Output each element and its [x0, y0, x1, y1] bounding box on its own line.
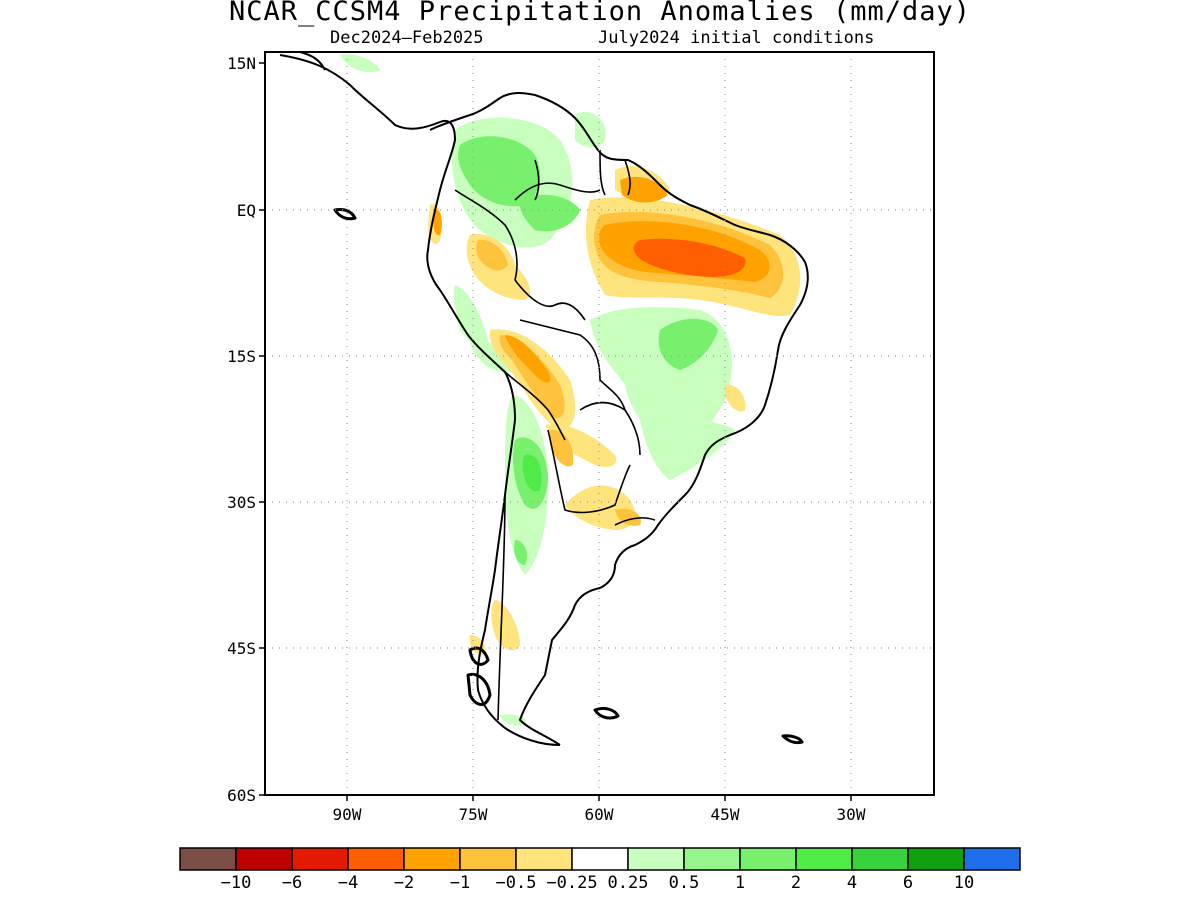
- colorbar-label: 4: [847, 873, 857, 893]
- colorbar-label: −0.25: [546, 873, 597, 893]
- colorbar-label: 6: [903, 873, 913, 893]
- colorbar-label: −10: [221, 873, 252, 893]
- colorbar-label: −6: [282, 873, 302, 893]
- colorbar-label: 10: [954, 873, 974, 893]
- lon-label: 45W: [711, 805, 740, 824]
- anomaly-field: [340, 54, 801, 726]
- colorbar-label: −1: [450, 873, 470, 893]
- country-borders: [454, 149, 656, 721]
- colorbar-swatch: [963, 847, 1021, 871]
- colorbar-swatch: [907, 847, 965, 871]
- lon-label: 60W: [585, 805, 614, 824]
- lat-label: EQ: [237, 201, 256, 220]
- colorbar-swatch: [683, 847, 741, 871]
- lon-label: 90W: [333, 805, 362, 824]
- colorbar-label: −2: [394, 873, 414, 893]
- colorbar-swatch: [851, 847, 909, 871]
- colorbar-label: 0.5: [669, 873, 700, 893]
- lon-label: 30W: [837, 805, 866, 824]
- colorbar-swatch: [291, 847, 349, 871]
- lat-label: 30S: [227, 493, 256, 512]
- colorbar-swatch: [235, 847, 293, 871]
- longitude-labels: 90W 75W 60W 45W 30W: [333, 805, 866, 824]
- lat-label: 60S: [227, 786, 256, 805]
- map-title: NCAR_CCSM4 Precipitation Anomalies (mm/d…: [229, 0, 971, 27]
- colorbar-swatch: [403, 847, 461, 871]
- coastlines: [279, 52, 809, 746]
- colorbar-swatch: [739, 847, 797, 871]
- initial-conditions: July2024 initial conditions: [598, 28, 875, 48]
- anomaly-dark-orange-areas: [633, 238, 746, 277]
- colorbar-swatch: [347, 847, 405, 871]
- colorbar-swatch: [627, 847, 685, 871]
- colorbar-label: 1: [735, 873, 745, 893]
- colorbar-label: −0.5: [496, 873, 537, 893]
- colorbar-swatch: [459, 847, 517, 871]
- colorbar-label: −4: [338, 873, 358, 893]
- colorbar-label: 0.25: [608, 873, 649, 893]
- colorbar-label: 2: [791, 873, 801, 893]
- colorbar-swatch: [571, 847, 629, 871]
- colorbar-labels: −10 −6 −4 −2 −1 −0.5 −0.25 0.25 0.5 1 2 4 6 10: [221, 873, 975, 893]
- lat-label: 45S: [227, 639, 256, 658]
- colorbar-swatch: [515, 847, 573, 871]
- colorbar-swatches: [179, 847, 1021, 871]
- anomaly-bright-green-areas: [522, 454, 542, 492]
- latitude-labels: 15N EQ 15S 30S 45S 60S: [227, 54, 256, 805]
- colorbar-swatch: [179, 847, 237, 871]
- lat-label: 15N: [227, 54, 256, 73]
- lon-label: 75W: [459, 805, 488, 824]
- colorbar-swatch: [795, 847, 853, 871]
- grid-lines: [265, 52, 934, 795]
- forecast-period: Dec2024—Feb2025: [330, 28, 484, 48]
- tick-marks: [259, 62, 852, 801]
- lat-label: 15S: [227, 347, 256, 366]
